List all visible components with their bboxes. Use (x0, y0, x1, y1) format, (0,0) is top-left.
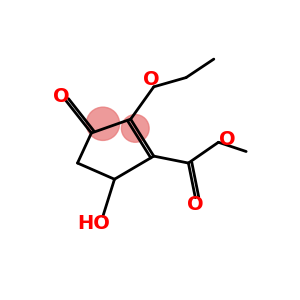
Text: O: O (187, 195, 204, 214)
Text: O: O (143, 70, 160, 89)
Text: O: O (219, 130, 236, 149)
Text: O: O (53, 87, 70, 106)
Circle shape (86, 107, 120, 140)
Text: HO: HO (77, 214, 110, 232)
Circle shape (122, 115, 149, 142)
